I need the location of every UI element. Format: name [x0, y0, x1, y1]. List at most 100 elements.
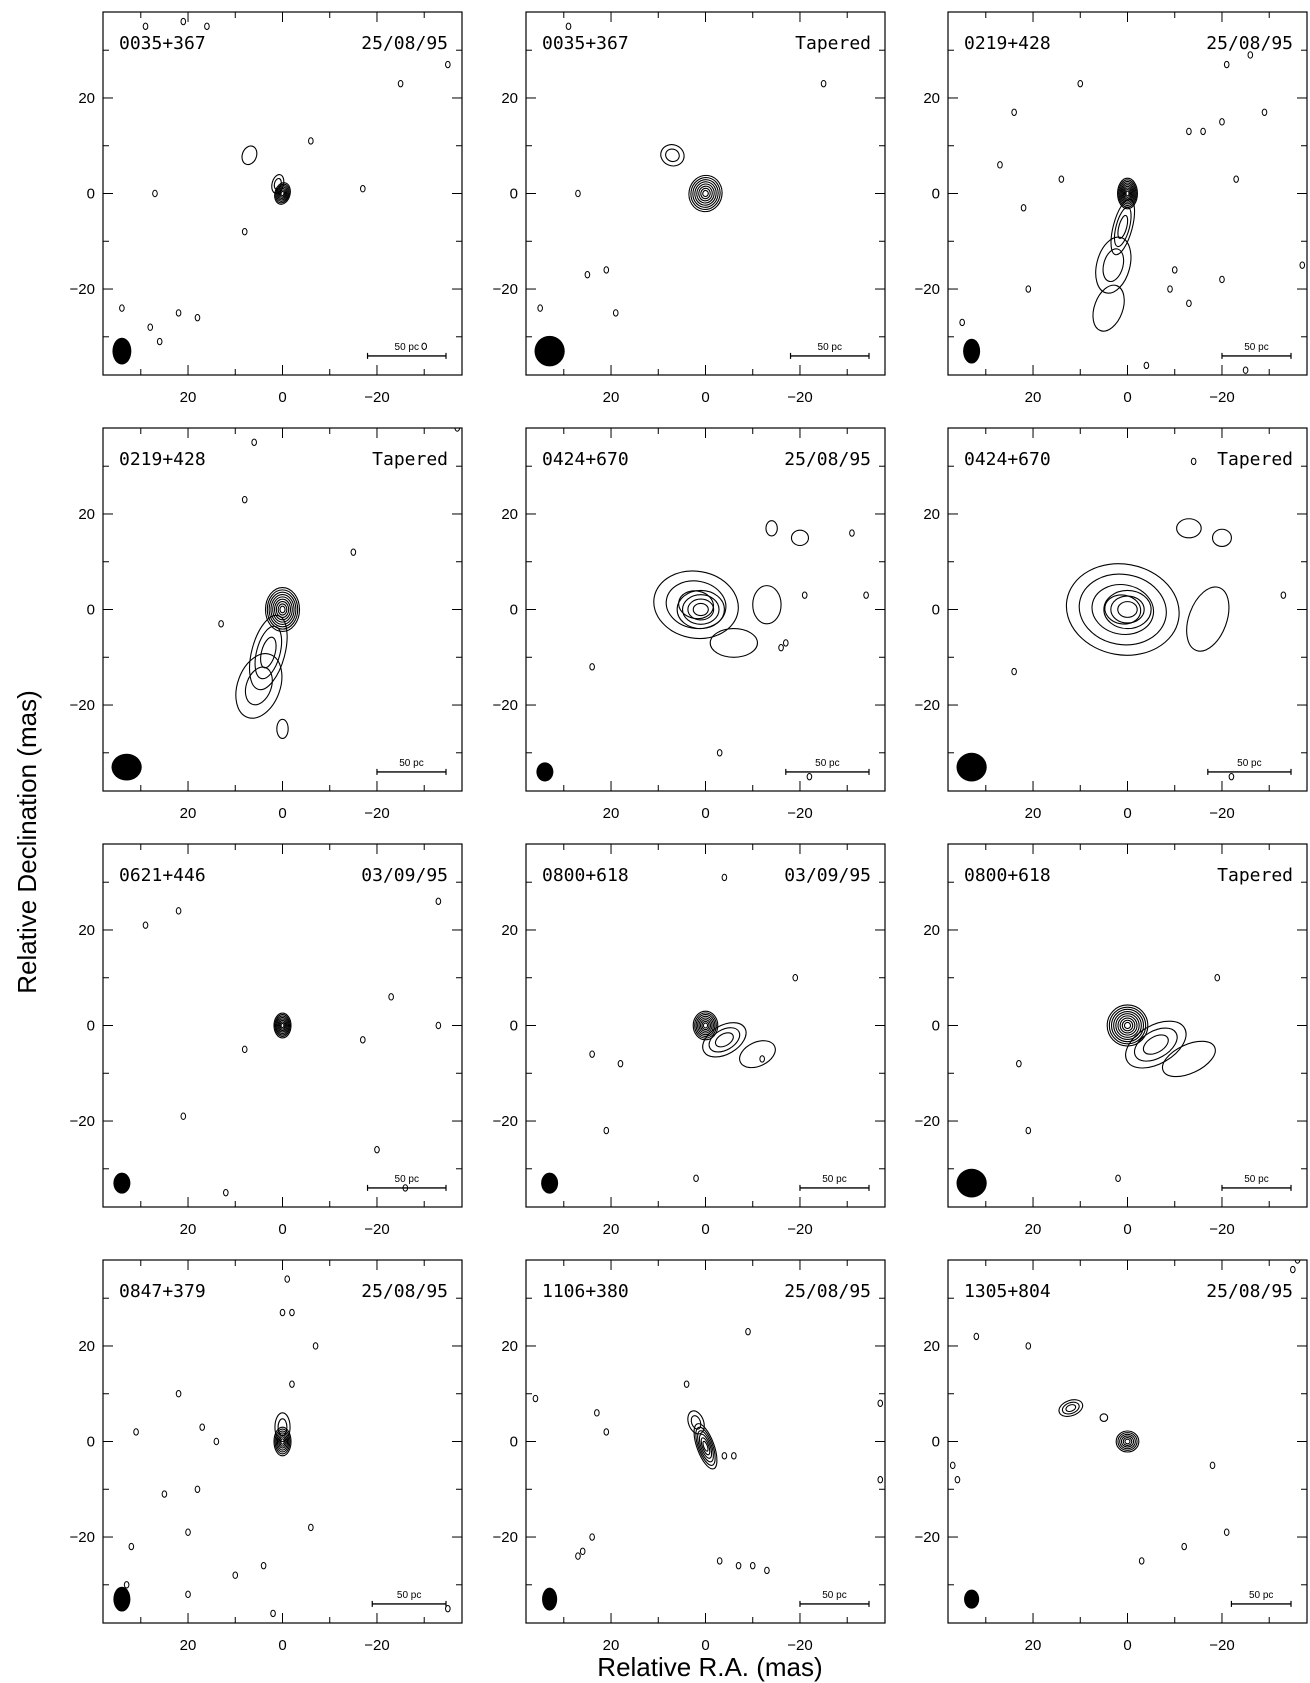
contour-level: [278, 1434, 287, 1449]
source-name: 0035+367: [542, 33, 629, 54]
noise-contour: [1167, 285, 1173, 293]
source-name: 0219+428: [119, 449, 206, 470]
source-name: 1305+804: [964, 1281, 1051, 1302]
noise-contour: [1020, 204, 1027, 212]
noise-contour: [180, 1112, 187, 1120]
panel: 20 0 −20 20 0 −20 0035+367 25/08/95 50 pc: [70, 11, 463, 406]
noise-contour: [1025, 1126, 1032, 1135]
noise-contour: [617, 1060, 624, 1068]
x-tick-label: 0: [278, 389, 286, 406]
noise-contour: [241, 495, 248, 504]
noise-contour: [1219, 118, 1225, 126]
source-name: 0219+428: [964, 33, 1051, 54]
noise-contour: [204, 22, 210, 31]
contour-level: [280, 1022, 285, 1029]
contour-level: [272, 596, 293, 623]
contour-map: [589, 520, 869, 781]
contour-level: [1119, 1433, 1136, 1450]
noise-contour: [279, 1308, 286, 1317]
contour-level: [1061, 1401, 1080, 1415]
contour-level: [1110, 198, 1136, 256]
contour-level: [699, 1019, 712, 1032]
contour-level: [694, 181, 717, 206]
scale-bar-label: 50 pc: [818, 342, 842, 353]
x-tick-label: −20: [1209, 1637, 1234, 1654]
x-tick-label: 0: [278, 1637, 286, 1654]
contour-level: [1125, 1020, 1187, 1069]
noise-contour: [223, 1188, 229, 1197]
noise-contour: [1025, 1342, 1032, 1350]
y-tick-label: 0: [932, 186, 940, 203]
contour-level: [1133, 1027, 1178, 1062]
contour-level: [1123, 1021, 1132, 1030]
contour-level: [1115, 1430, 1140, 1453]
scale-bar-label: 50 pc: [822, 1174, 846, 1185]
contour-level: [274, 182, 291, 205]
x-tick-label: 20: [1025, 389, 1042, 406]
y-tick-label: −20: [915, 697, 940, 714]
scale-bar-label: 50 pc: [395, 342, 419, 353]
noise-contour: [1186, 127, 1192, 136]
beam-ellipse: [113, 1172, 131, 1194]
noise-contour: [1228, 772, 1235, 781]
noise-contour: [877, 1476, 884, 1484]
contour-level: [273, 177, 282, 190]
noise-contour: [388, 993, 394, 1001]
beam-ellipse: [964, 1589, 980, 1609]
contour-level: [1113, 206, 1132, 248]
contour-level: [1121, 1019, 1134, 1032]
y-tick-label: −20: [493, 1113, 518, 1130]
contour-level: [1124, 1438, 1131, 1445]
y-tick-label: −20: [915, 1529, 940, 1546]
noise-contour: [806, 772, 813, 781]
noise-contour: [1181, 1542, 1187, 1551]
noise-contour: [360, 1036, 366, 1044]
panel: 20 0 −20 20 0 −20 0800+618 Tapered 50 pc: [915, 843, 1308, 1238]
noise-contour: [241, 228, 248, 236]
noise-contour: [721, 873, 728, 882]
noise-contour: [764, 1566, 770, 1575]
scale-bar-label: 50 pc: [1244, 342, 1268, 353]
panel-frame: [525, 427, 886, 792]
noise-contour: [863, 591, 869, 599]
x-tick-label: −20: [787, 1221, 812, 1238]
noise-contour: [877, 1399, 884, 1407]
noise-contour: [289, 1308, 295, 1317]
noise-contour: [537, 304, 543, 312]
noise-contour: [435, 897, 442, 906]
noise-contour: [1280, 591, 1287, 599]
contour-level: [268, 591, 297, 628]
noise-contour: [133, 1428, 139, 1436]
y-tick-label: 20: [501, 922, 518, 939]
noise-contour: [1058, 175, 1065, 183]
noise-contour: [1143, 361, 1150, 370]
noise-contour: [603, 1428, 610, 1436]
contour-level: [660, 144, 685, 167]
x-tick-label: −20: [364, 389, 389, 406]
scale-bar-label: 50 pc: [815, 758, 839, 769]
panel-frame: [102, 427, 463, 792]
beam-ellipse: [112, 337, 132, 365]
epoch-label: Tapered: [1217, 865, 1293, 886]
y-tick-label: 20: [78, 506, 95, 523]
epoch-label: 25/08/95: [1206, 1281, 1293, 1302]
contour-level: [695, 1426, 716, 1466]
noise-contour: [270, 1609, 276, 1618]
y-tick-label: 0: [510, 602, 518, 619]
noise-contour: [152, 189, 158, 198]
contour-level: [270, 593, 295, 626]
noise-contour: [142, 921, 149, 929]
contour-level: [1065, 1404, 1077, 1413]
contour-level: [665, 580, 727, 630]
noise-contour: [421, 342, 428, 351]
contour-level: [700, 1437, 711, 1456]
y-axis-label: Relative Declination (mas): [12, 690, 42, 993]
contour-level: [1058, 1399, 1084, 1417]
noise-contour: [1223, 60, 1230, 69]
contour-level: [276, 185, 289, 202]
source-name: 0800+618: [964, 865, 1051, 886]
contour-level: [1091, 583, 1155, 636]
noise-contour: [454, 428, 461, 432]
x-tick-label: −20: [364, 805, 389, 822]
